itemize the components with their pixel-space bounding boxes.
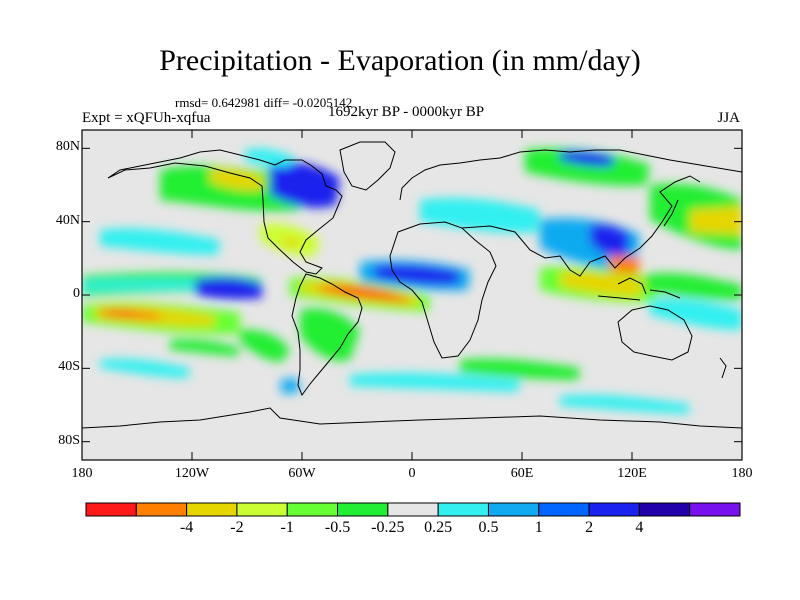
australia-coast (617, 305, 693, 361)
coastlines (82, 141, 742, 429)
asia-south-coast (461, 175, 701, 277)
new-zealand-coast (719, 357, 727, 379)
colorbar-label: 0.5 (478, 519, 499, 536)
season-label: JJA (717, 110, 740, 126)
pe-anomaly-field (82, 148, 742, 414)
colorbar-label: 1 (534, 519, 543, 536)
colorbar-label: -4 (179, 519, 194, 536)
lat-label: 0 (73, 286, 80, 301)
colorbar-label: -0.5 (324, 519, 351, 536)
africa-coast (389, 221, 497, 359)
south-america-coast (291, 273, 363, 397)
lat-label: 80S (58, 432, 80, 448)
experiment-label: Expt = xQFUh-xqfua (82, 110, 211, 126)
europe-asia-coast (399, 149, 742, 201)
lon-label: 120E (617, 466, 647, 481)
north-america-coast (107, 149, 343, 275)
colorbar-label: -1 (280, 519, 294, 536)
colorbar-label: 4 (635, 519, 644, 536)
colorbar-label: 0.25 (424, 519, 453, 536)
lon-label: 60W (288, 466, 316, 481)
japan-coast (663, 199, 679, 227)
colorbar-label: 2 (585, 519, 594, 536)
lat-label: 40N (55, 212, 80, 228)
antarctica-coast (82, 407, 742, 429)
indonesia-islands (597, 277, 681, 301)
lon-label: 0 (408, 466, 416, 481)
stats-line: rmsd= 0.642981 diff= -0.0205142 (175, 95, 353, 110)
lat-label: 80N (55, 139, 80, 155)
lon-label: 60E (510, 466, 534, 481)
lon-label: 180 (731, 466, 753, 481)
map-title: Precipitation - Evaporation (in mm/day) (159, 44, 641, 77)
axis-ticks (81, 130, 743, 460)
colorbar-label: -0.25 (371, 519, 405, 536)
greenland-coast (339, 141, 396, 191)
colorbar-label: -2 (230, 519, 244, 536)
lon-label: 120W (174, 466, 210, 481)
period-label: 1692kyr BP - 0000kyr BP (327, 104, 485, 120)
lon-label: 180 (71, 466, 93, 481)
lat-label: 40S (58, 359, 80, 375)
